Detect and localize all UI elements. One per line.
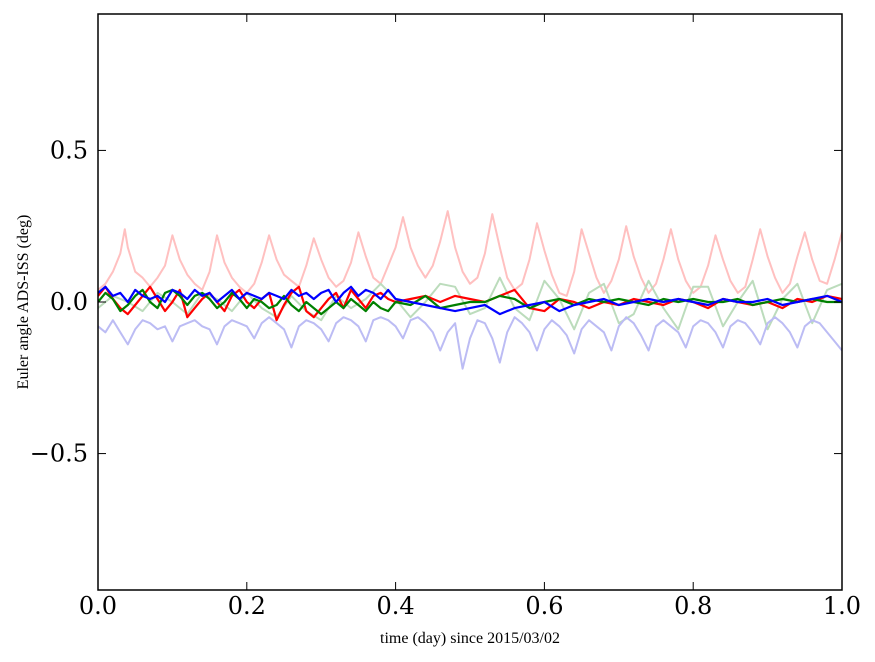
y-tick-label: −0.5 xyxy=(30,440,88,468)
series-layer xyxy=(98,210,842,370)
x-tick-label: 0.0 xyxy=(79,592,117,620)
x-tick-label: 0.4 xyxy=(377,592,415,620)
y-axis-label: Euler angle ADS-ISS (deg) xyxy=(15,215,32,390)
x-tick-label: 0.8 xyxy=(674,592,712,620)
ticks-layer: 0.0 0.2 0.4 0.6 0.8 1.0 0.5 0.0 −0.5 xyxy=(30,14,861,620)
y-tick-label: 0.0 xyxy=(50,288,88,316)
x-tick-label: 0.2 xyxy=(228,592,266,620)
series-line-3 xyxy=(98,285,842,322)
series-line-5 xyxy=(98,285,842,316)
x-axis-label: time (day) since 2015/03/02 xyxy=(380,630,560,647)
x-tick-label: 1.0 xyxy=(823,592,861,620)
series-line-0 xyxy=(98,210,842,297)
y-tick-label: 0.5 xyxy=(50,136,88,164)
x-tick-label: 0.6 xyxy=(525,592,563,620)
series-line-2 xyxy=(98,316,842,370)
